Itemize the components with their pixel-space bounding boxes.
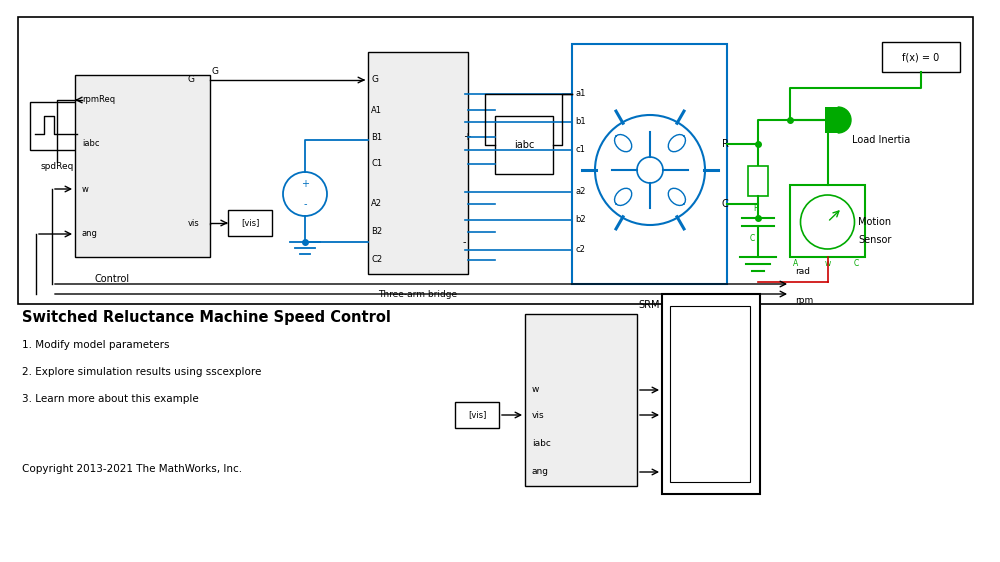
FancyBboxPatch shape — [825, 107, 838, 133]
Text: C: C — [722, 199, 729, 209]
Text: a2: a2 — [575, 188, 585, 197]
Text: -: - — [463, 237, 466, 247]
Text: [vis]: [vis] — [241, 219, 259, 228]
Text: w: w — [532, 386, 539, 395]
Text: 1. Modify model parameters: 1. Modify model parameters — [22, 340, 170, 350]
Text: Copyright 2013-2021 The MathWorks, Inc.: Copyright 2013-2021 The MathWorks, Inc. — [22, 464, 242, 474]
Text: G: G — [188, 75, 195, 84]
FancyBboxPatch shape — [30, 102, 85, 150]
Text: 2. Explore simulation results using sscexplore: 2. Explore simulation results using ssce… — [22, 367, 261, 377]
Text: Switched Reluctance Machine Speed Control: Switched Reluctance Machine Speed Contro… — [22, 310, 391, 325]
Text: iabc: iabc — [514, 140, 534, 150]
Text: rad: rad — [795, 267, 810, 276]
Polygon shape — [615, 188, 632, 206]
FancyBboxPatch shape — [572, 44, 727, 284]
Text: f(x) = 0: f(x) = 0 — [902, 52, 940, 62]
Text: C2: C2 — [371, 256, 382, 265]
Text: spdReq: spdReq — [41, 162, 74, 171]
FancyBboxPatch shape — [670, 306, 750, 482]
Text: A1: A1 — [371, 106, 382, 115]
Text: c1: c1 — [575, 146, 585, 155]
Text: ang: ang — [532, 468, 549, 477]
Text: SRM: SRM — [639, 300, 660, 310]
Text: G: G — [212, 67, 219, 76]
Text: b2: b2 — [575, 215, 586, 224]
FancyBboxPatch shape — [18, 17, 973, 304]
Text: Load Inertia: Load Inertia — [852, 135, 910, 145]
Text: w: w — [824, 259, 831, 268]
FancyBboxPatch shape — [882, 42, 960, 72]
Text: iabc: iabc — [532, 439, 551, 448]
Text: Motion: Motion — [858, 217, 891, 227]
Text: C1: C1 — [371, 160, 382, 169]
FancyBboxPatch shape — [368, 52, 468, 274]
FancyBboxPatch shape — [525, 314, 637, 486]
Text: [vis]: [vis] — [468, 410, 486, 419]
Text: c2: c2 — [575, 246, 585, 255]
Polygon shape — [668, 134, 685, 152]
Text: C: C — [750, 234, 755, 243]
Text: ang: ang — [82, 229, 98, 238]
Polygon shape — [615, 134, 632, 152]
Text: A: A — [793, 259, 799, 268]
Wedge shape — [838, 107, 851, 133]
FancyBboxPatch shape — [662, 294, 760, 494]
Text: Three-arm bridge: Three-arm bridge — [378, 290, 458, 299]
Text: vis: vis — [532, 410, 545, 419]
Text: B2: B2 — [371, 228, 382, 237]
Text: w: w — [82, 184, 89, 193]
FancyBboxPatch shape — [495, 116, 553, 174]
Text: A2: A2 — [371, 200, 382, 209]
Text: rpm: rpm — [795, 296, 813, 305]
Text: R: R — [722, 139, 729, 149]
Text: -: - — [303, 199, 307, 209]
FancyBboxPatch shape — [455, 402, 499, 428]
Text: Control: Control — [95, 274, 130, 284]
Text: 3. Learn more about this example: 3. Learn more about this example — [22, 394, 199, 404]
Text: iabc: iabc — [82, 139, 100, 148]
Polygon shape — [668, 188, 685, 206]
Text: +: + — [301, 179, 309, 189]
Text: +: + — [463, 132, 471, 142]
Text: vis: vis — [188, 220, 200, 229]
Text: B1: B1 — [371, 133, 382, 142]
Text: R: R — [753, 204, 758, 213]
Text: rpmReq: rpmReq — [82, 96, 115, 105]
Text: b1: b1 — [575, 117, 586, 126]
FancyBboxPatch shape — [75, 75, 210, 257]
FancyBboxPatch shape — [748, 166, 768, 196]
Text: G: G — [371, 75, 378, 84]
Text: a1: a1 — [575, 89, 585, 98]
Text: C: C — [853, 259, 859, 268]
FancyBboxPatch shape — [228, 210, 272, 236]
FancyBboxPatch shape — [790, 185, 865, 257]
Text: Sensor: Sensor — [858, 235, 891, 245]
